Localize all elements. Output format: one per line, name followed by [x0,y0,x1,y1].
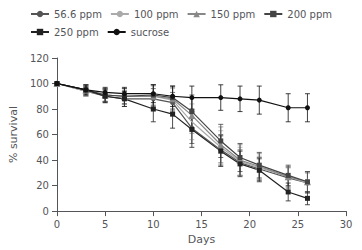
svg-text:60: 60 [36,129,49,140]
svg-text:25: 25 [291,219,304,230]
svg-text:100 ppm: 100 ppm [134,9,179,20]
svg-text:56.6 ppm: 56.6 ppm [54,9,102,20]
svg-text:120: 120 [30,53,49,64]
svg-text:sucrose: sucrose [131,27,169,38]
svg-text:20: 20 [36,180,49,191]
svg-text:0: 0 [43,206,49,217]
svg-text:200 ppm: 200 ppm [287,9,332,20]
svg-text:250 ppm: 250 ppm [54,27,99,38]
svg-text:5: 5 [102,219,108,230]
svg-text:10: 10 [147,219,160,230]
svg-text:40: 40 [36,155,49,166]
svg-text:150 ppm: 150 ppm [211,9,256,20]
svg-text:% survival: % survival [7,106,20,163]
svg-text:30: 30 [340,219,353,230]
svg-text:20: 20 [243,219,256,230]
svg-text:80: 80 [36,104,49,115]
svg-text:100: 100 [30,78,49,89]
svg-text:0: 0 [54,219,60,230]
svg-text:15: 15 [195,219,208,230]
svg-text:Days: Days [188,233,216,246]
